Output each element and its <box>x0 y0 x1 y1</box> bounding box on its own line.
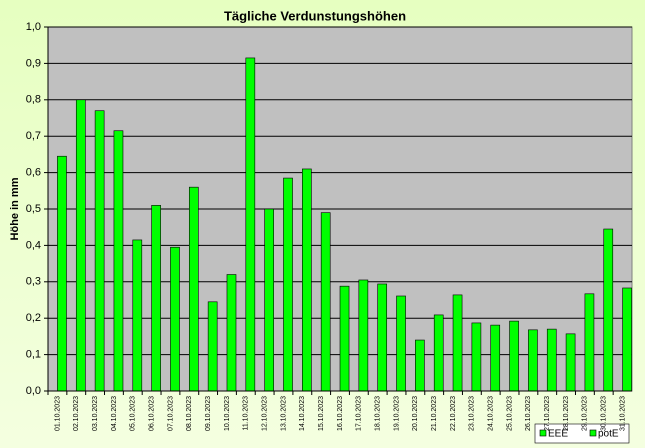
bar <box>358 279 369 392</box>
bar <box>546 328 557 392</box>
x-tick-label: 26.10.2023 <box>525 396 532 431</box>
y-tick-label: 0,7 <box>26 130 41 142</box>
bar <box>320 212 331 392</box>
x-tick-label: 22.10.2023 <box>450 396 457 431</box>
bar <box>245 57 256 392</box>
x-tick-label: 23.10.2023 <box>469 396 476 431</box>
x-tick-label: 21.10.2023 <box>431 396 438 431</box>
y-tick-label: 0,9 <box>26 57 41 69</box>
bar <box>264 208 274 392</box>
x-tick-label: 29.10.2023 <box>582 396 589 431</box>
bar <box>396 295 406 392</box>
y-tick-label: 0,4 <box>26 239 41 251</box>
bar <box>283 177 293 392</box>
bar <box>75 99 86 392</box>
x-tick-label: 14.10.2023 <box>299 396 306 431</box>
x-tick-label: 15.10.2023 <box>318 396 325 431</box>
y-axis-label: Höhe in mm <box>9 177 21 240</box>
legend-swatch <box>539 429 547 437</box>
bar <box>452 294 463 392</box>
bar <box>509 320 519 392</box>
x-tick-label: 13.10.2023 <box>280 396 287 431</box>
y-tick-label: 0,1 <box>26 349 41 361</box>
x-tick-label: 25.10.2023 <box>506 396 513 431</box>
y-tick-label: 1,0 <box>26 21 41 33</box>
x-tick-label: 16.10.2023 <box>337 396 344 431</box>
x-tick-label: 05.10.2023 <box>130 396 137 431</box>
x-tick-label: 02.10.2023 <box>73 396 80 431</box>
x-tick-label: 10.10.2023 <box>224 396 231 431</box>
x-tick-label: 07.10.2023 <box>167 396 174 431</box>
bar <box>471 322 482 392</box>
y-tick-label: 0,0 <box>26 385 41 397</box>
x-tick-label: 27.10.2023 <box>544 396 551 431</box>
y-tick-label: 0,2 <box>26 312 41 324</box>
bar <box>584 293 595 392</box>
bar <box>490 324 501 392</box>
x-tick-label: 18.10.2023 <box>375 396 382 431</box>
y-tick-label: 0,8 <box>26 94 41 106</box>
x-tick-label: 08.10.2023 <box>186 396 193 431</box>
x-tick-label: 31.10.2023 <box>619 396 626 431</box>
bar <box>94 110 105 392</box>
x-tick-label: 06.10.2023 <box>148 396 155 431</box>
x-tick-label: 20.10.2023 <box>412 396 419 431</box>
bar <box>302 168 312 392</box>
legend <box>534 423 630 444</box>
bar <box>57 155 67 392</box>
x-tick-label: 04.10.2023 <box>111 396 118 431</box>
bar <box>565 333 576 392</box>
legend-label: potE <box>598 429 619 440</box>
x-tick-label: 09.10.2023 <box>205 396 212 431</box>
y-tick-label: 0,6 <box>26 167 41 179</box>
x-tick-label: 12.10.2023 <box>261 396 268 431</box>
chart-title: Tägliche Verdunstungshöhen <box>224 8 406 23</box>
x-tick-label: 11.10.2023 <box>243 396 250 431</box>
bar <box>151 205 161 392</box>
x-tick-label: 17.10.2023 <box>356 396 363 431</box>
bar <box>377 283 388 392</box>
bar <box>603 228 614 392</box>
x-tick-label: 24.10.2023 <box>488 396 495 431</box>
bar <box>415 339 425 392</box>
bar <box>528 329 538 392</box>
bar <box>339 285 350 392</box>
bar <box>226 274 237 392</box>
bar <box>622 287 632 392</box>
x-tick-label: 01.10.2023 <box>54 396 61 431</box>
x-tick-label: 19.10.2023 <box>393 396 400 431</box>
x-tick-label: 03.10.2023 <box>92 396 99 431</box>
bar <box>170 246 180 392</box>
bar <box>132 239 143 392</box>
x-tick-label: 30.10.2023 <box>601 396 608 431</box>
bar <box>207 301 218 392</box>
x-tick-label: 28.10.2023 <box>563 396 570 431</box>
legend-swatch <box>589 429 597 437</box>
y-tick-label: 0,3 <box>26 276 41 288</box>
y-tick-label: 0,5 <box>26 203 41 215</box>
bar <box>433 314 444 392</box>
bar <box>113 130 124 392</box>
bar <box>188 186 199 392</box>
legend-label: EEE <box>548 429 568 440</box>
